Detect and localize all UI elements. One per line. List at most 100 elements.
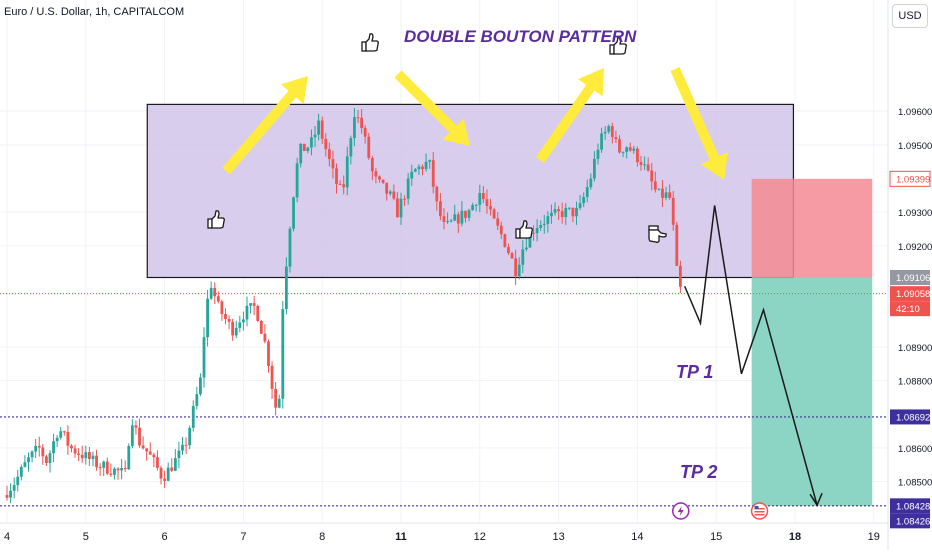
- y-tick-label: 1.09600: [898, 107, 932, 118]
- candle: [643, 164, 646, 166]
- candle: [66, 431, 70, 446]
- candle: [224, 314, 227, 320]
- candle: [485, 199, 489, 206]
- currency-button[interactable]: USD: [892, 4, 928, 28]
- price-label-box: [890, 270, 930, 286]
- candle: [195, 394, 199, 406]
- candle: [48, 453, 52, 464]
- candle: [317, 120, 321, 135]
- candle: [464, 210, 467, 218]
- projected-path-arrowhead: [809, 492, 823, 507]
- x-tick-label: 15: [710, 531, 722, 543]
- candle: [546, 216, 550, 224]
- levels-layer: [0, 293, 888, 507]
- y-tick-label: 1.09200: [898, 242, 932, 253]
- candle: [363, 127, 367, 137]
- symbol-title: Euro / U.S. Dollar, 1h, CAPITALCOM: [4, 6, 185, 18]
- candle: [238, 322, 242, 328]
- candle: [435, 186, 439, 202]
- x-tick-label: 11: [395, 531, 407, 543]
- candle: [392, 191, 396, 199]
- candle: [259, 320, 263, 334]
- candle: [603, 131, 607, 134]
- candle: [582, 197, 586, 204]
- candle: [532, 232, 535, 234]
- candle: [91, 455, 95, 460]
- candle: [320, 120, 324, 139]
- candle: [496, 218, 500, 226]
- double-top-box: [146, 103, 795, 279]
- tp2-label: TP 2: [680, 462, 717, 482]
- thumbs-up-icon: [207, 210, 225, 229]
- price-label-text: 1.08426: [896, 516, 930, 527]
- candle: [95, 455, 98, 468]
- candle: [553, 209, 557, 213]
- x-tick-label: 8: [319, 531, 325, 543]
- candle: [313, 134, 317, 138]
- candle: [170, 467, 174, 471]
- candle: [517, 264, 521, 277]
- candle: [550, 212, 553, 217]
- thumbs-up-icon: [515, 220, 533, 239]
- candle: [492, 209, 496, 219]
- candle: [152, 454, 156, 458]
- candle: [123, 467, 127, 470]
- flag-stripe: [754, 514, 765, 516]
- candle: [299, 143, 303, 164]
- candle: [453, 214, 457, 221]
- candle: [220, 301, 224, 315]
- price-label-box: [890, 498, 930, 514]
- candle: [252, 303, 256, 306]
- price-label-box: [890, 513, 930, 529]
- x-tick-label: 14: [631, 531, 643, 543]
- candle: [127, 446, 131, 470]
- candle: [378, 176, 381, 180]
- trend-arrow: [670, 66, 729, 180]
- candle: [521, 249, 525, 265]
- candle: [138, 427, 141, 446]
- flag-stripe: [754, 508, 765, 510]
- candle: [542, 223, 546, 226]
- candle: [234, 327, 238, 336]
- candle: [213, 287, 217, 297]
- candle: [478, 193, 482, 205]
- candle: [52, 441, 55, 454]
- trend-arrow: [394, 70, 470, 146]
- price-label-box: [890, 286, 930, 302]
- candle: [421, 166, 424, 170]
- candle: [267, 341, 270, 366]
- y-tick-label: 1.08500: [898, 478, 932, 489]
- candle: [134, 425, 138, 428]
- candle: [30, 451, 34, 458]
- candle: [77, 453, 81, 455]
- candle: [191, 405, 195, 428]
- candle: [324, 138, 328, 150]
- candle: [607, 126, 611, 132]
- candle: [474, 204, 478, 206]
- candle: [163, 478, 166, 481]
- candle: [417, 166, 421, 170]
- thumbs-layer: [207, 33, 667, 243]
- candle: [59, 431, 63, 438]
- candle: [55, 437, 59, 442]
- take-profit-zone: [751, 277, 873, 506]
- candle: [345, 156, 349, 188]
- candle: [335, 168, 338, 184]
- candle: [600, 133, 603, 150]
- candle: [5, 495, 9, 498]
- price-label-box: [890, 409, 930, 425]
- candle: [113, 468, 116, 475]
- candle: [242, 319, 245, 323]
- annotation-layer: DOUBLE BOUTON PATTERN TP 1 TP 2: [404, 27, 717, 482]
- candle: [274, 388, 278, 408]
- candle: [664, 192, 668, 198]
- candle: [503, 234, 507, 247]
- candle: [449, 220, 453, 222]
- candle: [428, 160, 432, 162]
- candle: [292, 197, 295, 229]
- candle: [173, 458, 177, 471]
- candle: [403, 198, 406, 200]
- candle: [98, 467, 102, 469]
